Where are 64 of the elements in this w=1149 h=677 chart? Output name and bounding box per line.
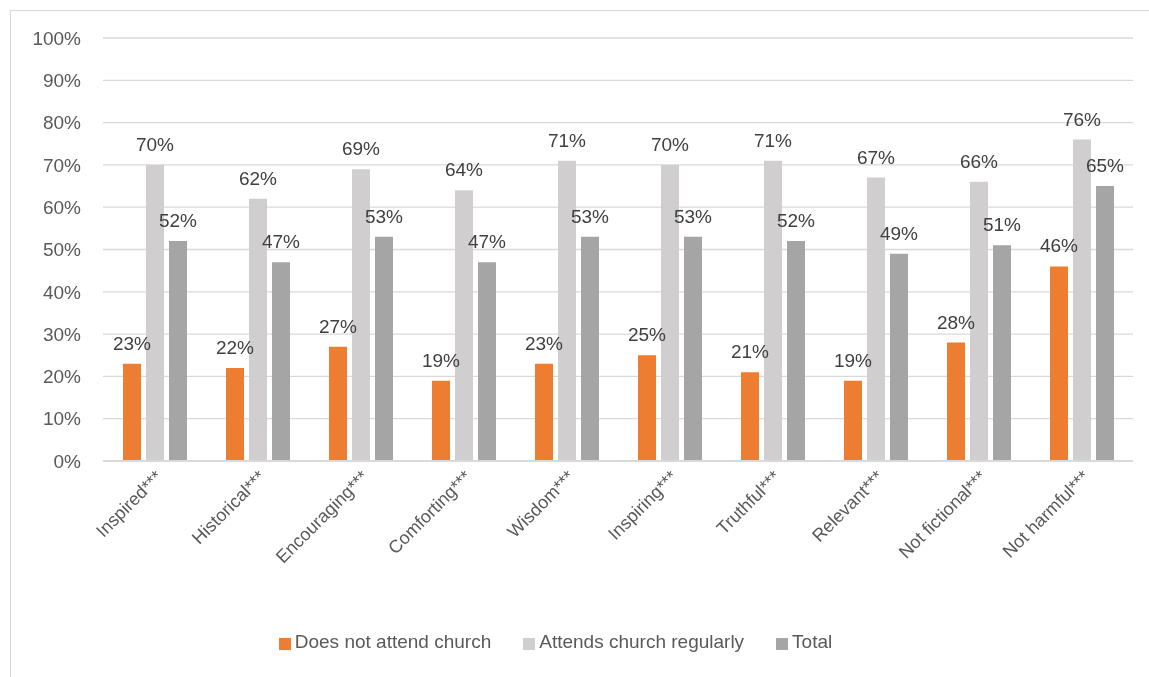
data-label: 46% [1039, 235, 1079, 257]
bar [535, 363, 553, 461]
data-label: 19% [421, 349, 461, 371]
data-label: 19% [833, 349, 873, 371]
bar [432, 380, 450, 461]
data-label: 51% [982, 214, 1022, 236]
y-tick-label: 100% [32, 27, 82, 49]
bar [844, 380, 862, 461]
data-label: 23% [524, 332, 564, 354]
bar [375, 236, 393, 461]
bar [272, 262, 290, 461]
bar [123, 363, 141, 461]
data-label: 62% [238, 167, 278, 189]
bar [169, 241, 187, 461]
data-label: 47% [261, 231, 301, 253]
data-label: 52% [158, 210, 198, 232]
y-tick-label: 50% [42, 239, 82, 261]
data-label: 66% [959, 150, 999, 172]
bar [329, 346, 347, 461]
y-tick-label: 80% [42, 112, 82, 134]
data-label: 27% [318, 315, 358, 337]
data-label: 53% [364, 205, 404, 227]
bar [993, 245, 1011, 461]
data-label: 25% [627, 324, 667, 346]
data-label: 70% [135, 133, 175, 155]
y-tick-label: 70% [42, 154, 82, 176]
data-label: 23% [112, 332, 152, 354]
y-tick-label: 0% [53, 450, 82, 472]
bar [226, 367, 244, 461]
legend-label: Does not attend church [294, 631, 492, 652]
data-label: 53% [673, 205, 713, 227]
bar [1096, 186, 1114, 461]
data-label: 52% [776, 210, 816, 232]
data-label: 71% [547, 129, 587, 151]
y-tick-label: 90% [42, 70, 82, 92]
data-label: 67% [856, 146, 896, 168]
legend-label: Total [792, 631, 833, 652]
legend-label: Attends church regularly [539, 631, 745, 652]
bar [638, 355, 656, 461]
y-tick-label: 60% [42, 196, 82, 218]
bar [684, 236, 702, 461]
data-label: 47% [467, 231, 507, 253]
data-label: 22% [215, 336, 255, 358]
data-label: 65% [1085, 155, 1125, 177]
y-tick-label: 40% [42, 281, 82, 303]
bar [947, 342, 965, 461]
bar [787, 241, 805, 461]
data-label: 53% [570, 205, 610, 227]
bar [1050, 266, 1068, 461]
y-tick-label: 30% [42, 323, 82, 345]
data-label: 76% [1062, 108, 1102, 130]
data-label: 64% [444, 159, 484, 181]
data-label: 71% [753, 129, 793, 151]
data-label: 49% [879, 222, 919, 244]
bar [741, 372, 759, 461]
y-tick-label: 20% [42, 366, 82, 388]
bar [890, 253, 908, 461]
data-label: 70% [650, 133, 690, 155]
data-label: 28% [936, 311, 976, 333]
data-label: 69% [341, 138, 381, 160]
data-label: 21% [730, 341, 770, 363]
bar [581, 236, 599, 461]
y-tick-label: 10% [42, 408, 82, 430]
bar [478, 262, 496, 461]
